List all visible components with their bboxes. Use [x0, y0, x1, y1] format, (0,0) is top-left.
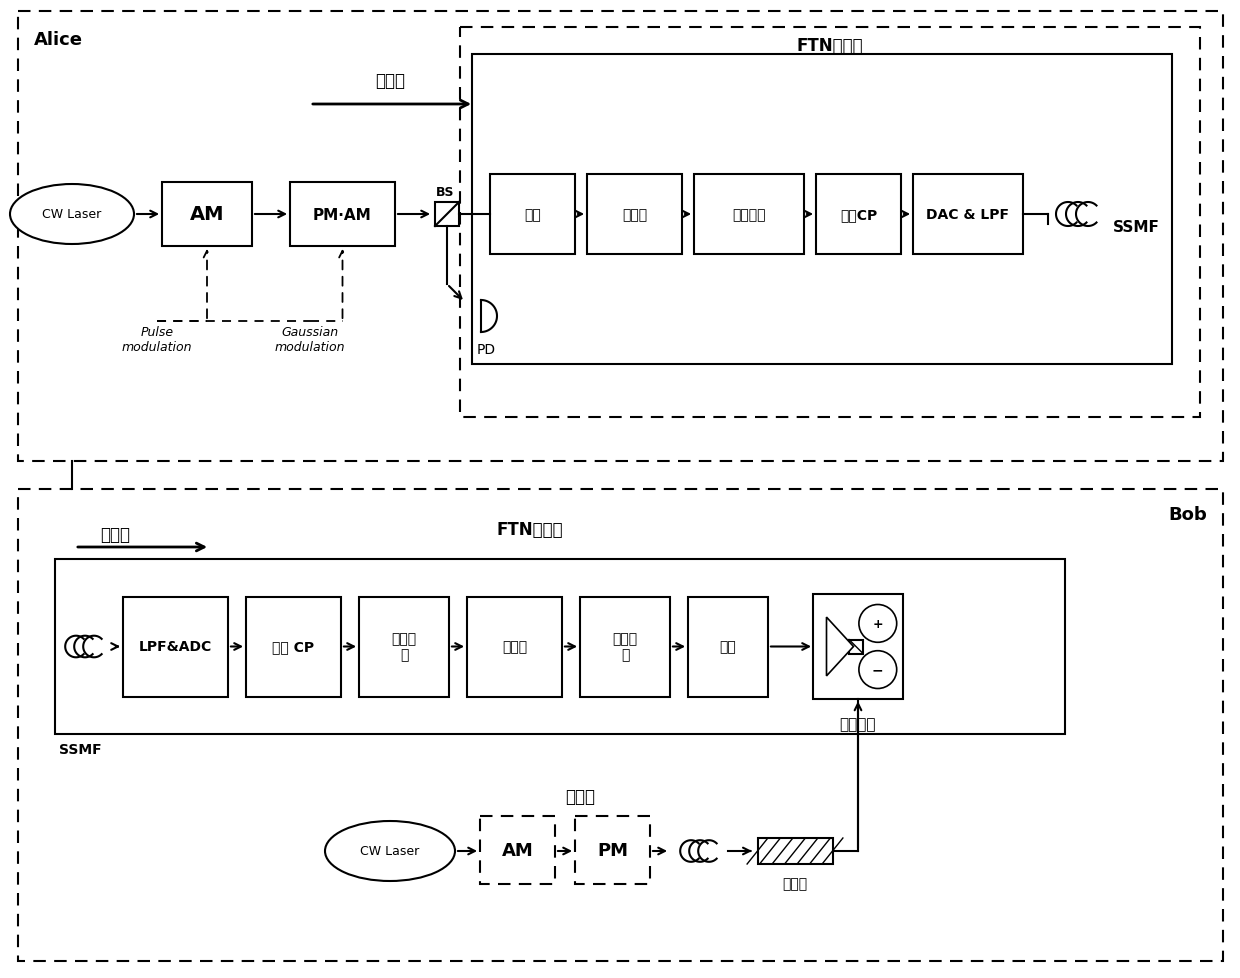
Text: LPF&ADC: LPF&ADC [139, 640, 212, 654]
Bar [467, 597, 562, 696]
Ellipse shape [325, 822, 455, 881]
Bar [688, 597, 768, 696]
Bar [123, 597, 228, 696]
Bar [55, 559, 1065, 734]
Text: 解调: 解调 [719, 640, 737, 654]
Circle shape [859, 651, 897, 689]
Text: CW Laser: CW Laser [361, 845, 419, 858]
Text: 信号光: 信号光 [374, 72, 405, 90]
Bar [435, 202, 459, 227]
Text: FTN接收端: FTN接收端 [497, 520, 563, 539]
Text: 上采样: 上采样 [622, 207, 647, 222]
Bar [816, 175, 901, 254]
Text: PM·AM: PM·AM [314, 207, 372, 222]
Bar [460, 28, 1200, 418]
Bar [360, 597, 449, 696]
Bar [694, 175, 804, 254]
Text: −: − [872, 663, 884, 677]
Bar [290, 183, 396, 246]
Text: 加入CP: 加入CP [839, 207, 877, 222]
Text: 下采样: 下采样 [502, 640, 527, 654]
Text: BS: BS [435, 187, 454, 200]
Text: Bob: Bob [1168, 506, 1208, 523]
Bar [490, 175, 575, 254]
Bar [246, 597, 341, 696]
Text: PM: PM [596, 841, 627, 859]
Text: AM: AM [502, 841, 533, 859]
Text: 零差检测: 零差检测 [839, 717, 877, 732]
Bar [162, 183, 252, 246]
Text: SSMF: SSMF [58, 742, 102, 756]
Text: FTN发送端: FTN发送端 [796, 37, 863, 55]
Bar [575, 817, 650, 884]
Circle shape [859, 604, 897, 643]
Text: 成型滤波: 成型滤波 [733, 207, 766, 222]
Bar [580, 597, 670, 696]
Bar [472, 55, 1172, 365]
Text: AM: AM [190, 205, 224, 224]
Bar [849, 640, 863, 654]
Text: 隔离器: 隔离器 [782, 876, 807, 890]
Bar [19, 12, 1223, 462]
Text: 匹配滤
波: 匹配滤 波 [392, 632, 417, 662]
Text: Pulse
modulation: Pulse modulation [122, 326, 192, 354]
Bar [19, 490, 1223, 961]
Text: 迭代检
测: 迭代检 测 [613, 632, 637, 662]
Bar [813, 595, 903, 699]
Text: 调制: 调制 [525, 207, 541, 222]
Text: CW Laser: CW Laser [42, 208, 102, 221]
Bar [758, 838, 832, 865]
Text: 本振光: 本振光 [565, 787, 595, 805]
Text: 移去 CP: 移去 CP [273, 640, 315, 654]
Text: PD: PD [476, 342, 496, 357]
Text: 信号光: 信号光 [100, 525, 130, 544]
Bar [913, 175, 1023, 254]
Text: +: + [873, 617, 883, 630]
Text: SSMF: SSMF [1114, 219, 1159, 235]
Text: Gaussian
modulation: Gaussian modulation [275, 326, 345, 354]
Ellipse shape [10, 185, 134, 244]
Bar [480, 817, 556, 884]
Text: Alice: Alice [33, 31, 83, 49]
Text: DAC & LPF: DAC & LPF [926, 207, 1009, 222]
Polygon shape [827, 617, 853, 676]
Bar [587, 175, 682, 254]
